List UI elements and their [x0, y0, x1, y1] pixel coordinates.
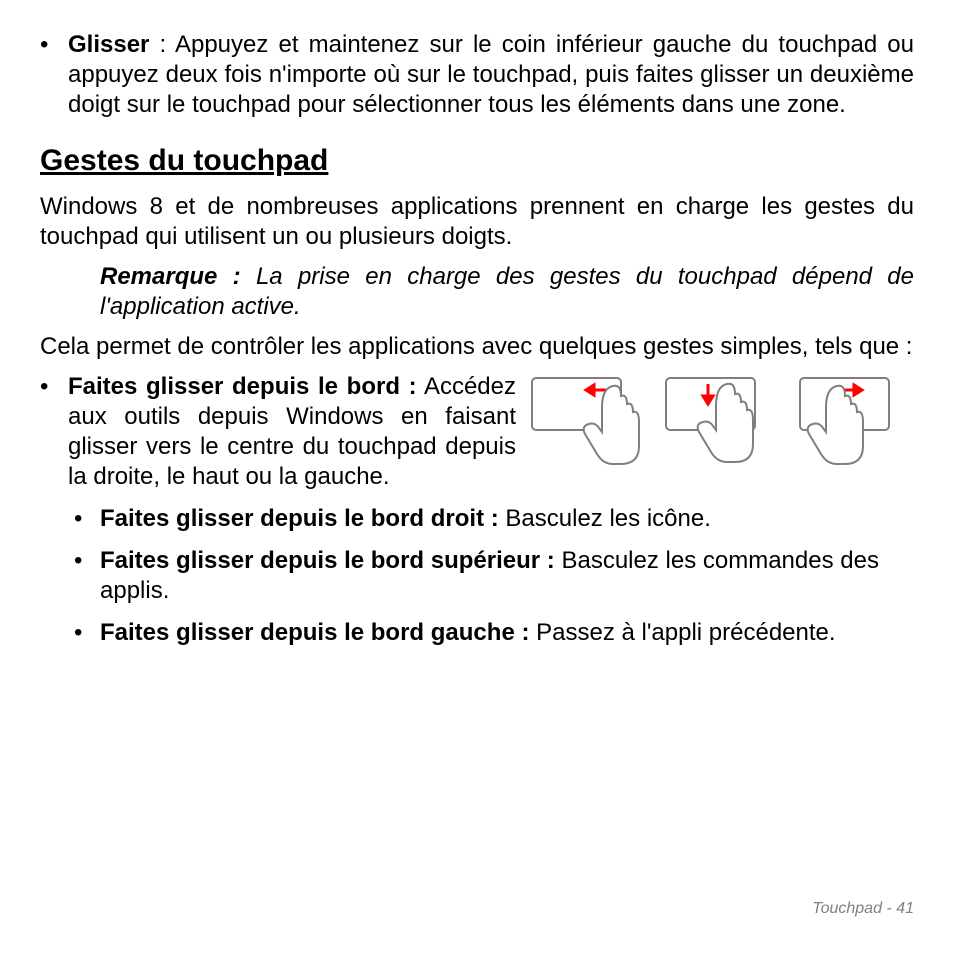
intro-paragraph: Windows 8 et de nombreuses applications …: [40, 192, 914, 252]
bullet-dot-icon: •: [40, 372, 68, 492]
sub-bullet-top-text: Faites glisser depuis le bord supérieur …: [100, 546, 914, 606]
edge-swipe-block: • Faites glisser depuis le bord : Accéde…: [40, 372, 914, 492]
edge-swipe-label: Faites glisser depuis le bord :: [68, 373, 417, 400]
sub-bullet-right-label: Faites glisser depuis le bord droit :: [100, 505, 499, 532]
page-footer: Touchpad - 41: [812, 900, 914, 918]
footer-page-number: 41: [896, 900, 914, 917]
edge-swipe-text: Faites glisser depuis le bord : Accédez …: [68, 372, 516, 492]
edge-swipe-text-col: • Faites glisser depuis le bord : Accéde…: [40, 372, 516, 492]
manual-page: • Glisser : Appuyez et maintenez sur le …: [0, 0, 954, 954]
sub-bullet-top-label: Faites glisser depuis le bord supérieur …: [100, 547, 555, 574]
gesture-diagrams: [516, 372, 914, 468]
sub-bullet-top: • Faites glisser depuis le bord supérieu…: [74, 546, 914, 606]
swipe-from-right-icon: [530, 376, 646, 468]
glisser-bullet: • Glisser : Appuyez et maintenez sur le …: [40, 30, 914, 120]
sub-bullet-right: • Faites glisser depuis le bord droit : …: [74, 504, 914, 534]
sub-bullet-right-text: Faites glisser depuis le bord droit : Ba…: [100, 504, 914, 534]
sub-bullet-left-label: Faites glisser depuis le bord gauche :: [100, 619, 529, 646]
remark-label: Remarque :: [100, 263, 241, 290]
remark-paragraph: Remarque : La prise en charge des gestes…: [100, 262, 914, 322]
swipe-from-left-icon: [798, 376, 914, 468]
footer-section: Touchpad: [812, 900, 882, 917]
sub-bullet-right-body: Basculez les icône.: [499, 505, 711, 532]
sub-bullet-left-body: Passez à l'appli précédente.: [529, 619, 835, 646]
footer-separator: -: [882, 900, 896, 917]
glisser-label: Glisser: [68, 31, 149, 58]
bullet-dot-icon: •: [74, 504, 100, 534]
glisser-text: Glisser : Appuyez et maintenez sur le co…: [68, 30, 914, 120]
swipe-from-top-icon: [664, 376, 780, 468]
bullet-dot-icon: •: [74, 546, 100, 606]
sub-bullet-left-text: Faites glisser depuis le bord gauche : P…: [100, 618, 914, 648]
bullet-dot-icon: •: [40, 30, 68, 120]
section-heading: Gestes du touchpad: [40, 144, 914, 178]
lead-paragraph: Cela permet de contrôler les application…: [40, 332, 914, 362]
sub-bullet-left: • Faites glisser depuis le bord gauche :…: [74, 618, 914, 648]
bullet-dot-icon: •: [74, 618, 100, 648]
glisser-body: : Appuyez et maintenez sur le coin infér…: [68, 31, 914, 118]
